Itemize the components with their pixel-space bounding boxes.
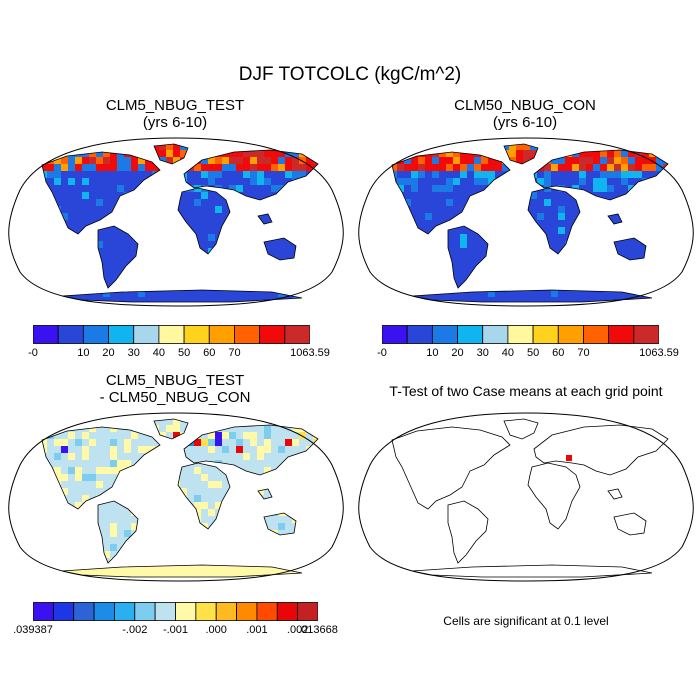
colorbar-swatch [457,325,484,344]
panel-ttest-title: T-Test of two Case means at each grid po… [389,383,663,399]
colorbar-control [382,325,659,344]
colorbar-swatch [215,602,237,621]
colorbar-swatch [52,602,75,621]
colorbar-swatch [276,602,299,621]
colorbar-tick-label: .039387 [13,624,53,636]
map-difference [8,412,344,582]
colorbar-tick-label: 1063.59 [639,347,679,359]
colorbar-test [33,325,310,344]
colorbar-swatch [633,325,659,344]
colorbar-swatch [382,325,408,344]
colorbar-swatch [482,325,509,344]
colorbar-swatch [114,602,136,621]
colorbar-swatch [57,325,84,344]
colorbar-swatch [158,325,185,344]
colorbar-tick-label: 30 [127,347,140,359]
colorbar-swatch [259,325,286,344]
panel-difference-title-line2: - CLM50_NBUG_CON [99,389,251,406]
colorbar-tick-label: -0 [377,347,387,359]
map-ttest [358,412,694,582]
map-ttest-coastlines [391,418,669,578]
colorbar-swatch [532,325,559,344]
panel-control-title: CLM50_NBUG_CON (yrs 6-10) [400,97,650,131]
colorbar-tick-label: 70 [577,347,590,359]
map-difference-coastlines [41,418,319,578]
colorbar-swatch [234,325,261,344]
colorbar-swatch [507,325,534,344]
colorbar-tick-label: 10 [77,347,90,359]
colorbar-tick-label: -.001 [162,624,189,636]
colorbar-tick-label: 60 [552,347,565,359]
colorbar-swatch [297,602,318,621]
colorbar-tick-label: 1063.59 [290,347,330,359]
panel-test-title-line1: CLM5_NBUG_TEST [105,97,245,114]
colorbar-swatch [208,325,235,344]
colorbar-tick-label: .001 [246,624,268,636]
colorbar-swatch [73,602,95,621]
colorbar-swatch [134,602,156,621]
colorbar-tick-label: .013668 [298,624,338,636]
map-control [358,137,694,307]
panel-test-title-line2: (yrs 6-10) [142,114,208,131]
colorbar-tick-label: 20 [451,347,464,359]
colorbar-swatch [557,325,584,344]
panel-test-title: CLM5_NBUG_TEST (yrs 6-10) [50,97,300,131]
colorbar-tick-label: 40 [501,347,515,359]
colorbar-swatch [183,325,210,344]
colorbar-swatch [608,325,635,344]
colorbar-tick-label: -0 [28,347,38,359]
panel-difference-title: CLM5_NBUG_TEST - CLM50_NBUG_CON [40,372,310,406]
colorbar-tick-label: 20 [102,347,115,359]
colorbar-swatch [33,602,54,621]
colorbar-swatch [82,325,109,344]
colorbar-swatch [195,602,217,621]
colorbar-swatch [33,325,59,344]
panel-difference-title-line1: CLM5_NBUG_TEST [105,372,245,389]
colorbar-swatch [284,325,310,344]
colorbar-swatch [154,602,176,621]
figure-title: DJF TOTCOLC (kgC/m^2) [238,64,462,85]
colorbar-tick-label: 50 [526,347,540,359]
ttest-note: Cells are significant at 0.1 level [443,614,609,628]
colorbar-tick-label: .000 [205,624,227,636]
colorbar-tick-label: 70 [228,347,241,359]
colorbar-difference [33,602,318,621]
panel-control-title-line2: (yrs 6-10) [492,114,558,131]
colorbar-tick-label: 50 [177,347,191,359]
colorbar-swatch [175,602,197,621]
colorbar-swatch [431,325,458,344]
colorbar-tick-label: 60 [203,347,216,359]
colorbar-swatch [406,325,433,344]
colorbar-swatch [93,602,115,621]
colorbar-swatch [236,602,258,621]
colorbar-swatch [256,602,278,621]
colorbar-swatch [133,325,160,344]
colorbar-tick-label: 40 [152,347,166,359]
colorbar-tick-label: 10 [426,347,439,359]
panel-control-title-line1: CLM50_NBUG_CON [454,97,596,114]
colorbar-tick-label: 30 [476,347,489,359]
colorbar-swatch [583,325,610,344]
map-test [8,137,344,307]
map-control-coastlines [391,143,669,303]
colorbar-swatch [108,325,135,344]
colorbar-tick-label: .002 [286,624,309,636]
colorbar-tick-label: -.002 [122,624,148,636]
map-test-coastlines [41,143,319,303]
